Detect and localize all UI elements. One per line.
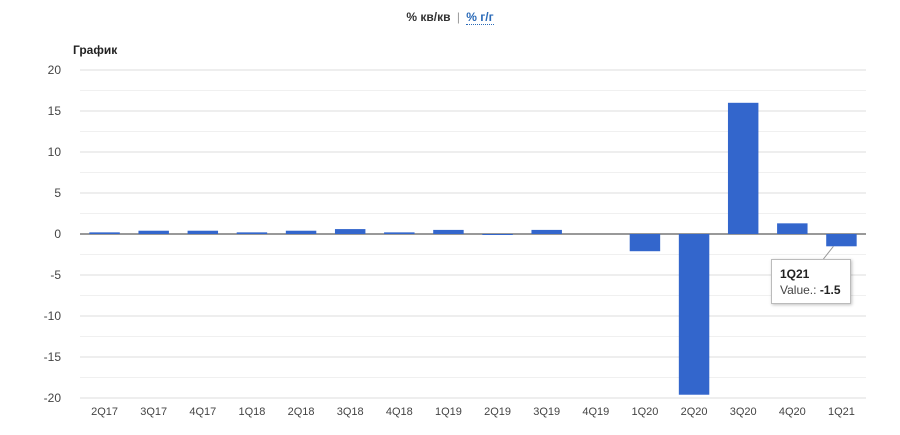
tooltip-pointer — [823, 245, 834, 260]
x-tick-label: 2Q20 — [681, 406, 708, 418]
y-tick-label: 0 — [54, 227, 61, 241]
bar-1Q19 — [433, 229, 464, 234]
bar-1Q18 — [236, 232, 268, 234]
y-tick-label: -20 — [44, 391, 62, 405]
tooltip-value: -1.5 — [819, 283, 841, 297]
x-tick-label: 4Q19 — [582, 406, 609, 418]
x-tick-label: 4Q20 — [779, 406, 806, 418]
x-tick-label: 1Q20 — [631, 406, 658, 418]
x-tick-label: 3Q20 — [730, 406, 757, 418]
bar-1Q21 — [826, 234, 857, 247]
x-tick-label: 3Q19 — [533, 406, 560, 418]
bar-1Q20 — [629, 234, 661, 252]
bar-2Q19 — [482, 234, 513, 235]
bar-3Q17 — [138, 230, 169, 234]
chart-title: График — [73, 43, 118, 57]
y-tick-label: -15 — [44, 350, 62, 364]
toggle-separator: | — [456, 10, 460, 24]
x-tick-label: 2Q18 — [288, 406, 315, 418]
y-tick-label: 10 — [48, 145, 62, 159]
toggle-quarter-over-quarter[interactable]: % кв/кв — [406, 10, 451, 24]
x-tick-label: 2Q19 — [484, 406, 511, 418]
y-tick-label: -5 — [50, 268, 61, 282]
bar-2Q18 — [285, 230, 317, 234]
chart-tooltip: 1Q21 Value.: -1.5 — [771, 259, 851, 304]
toggle-year-over-year-link[interactable]: % г/г — [466, 10, 494, 25]
bar-4Q20 — [777, 223, 808, 234]
bar-2Q20 — [678, 234, 710, 395]
tooltip-label: Value.: — [780, 283, 817, 297]
x-tick-label: 3Q17 — [140, 406, 167, 418]
tooltip-category: 1Q21 — [780, 267, 810, 281]
bar-3Q18 — [334, 229, 366, 234]
y-tick-label: 5 — [54, 186, 61, 200]
x-tick-label: 1Q18 — [238, 406, 265, 418]
x-tick-label: 2Q17 — [91, 406, 118, 418]
x-tick-label: 4Q17 — [189, 406, 216, 418]
bar-2Q17 — [89, 232, 120, 234]
x-tick-label: 1Q19 — [435, 406, 462, 418]
bar-4Q18 — [384, 232, 415, 234]
bar-3Q19 — [531, 229, 562, 234]
x-tick-label: 4Q18 — [386, 406, 413, 418]
y-tick-label: -10 — [44, 309, 62, 323]
y-tick-label: 15 — [48, 104, 62, 118]
y-tick-label: 20 — [48, 63, 62, 77]
x-tick-label: 1Q21 — [828, 406, 855, 418]
bar-3Q20 — [727, 102, 759, 234]
bar-4Q17 — [187, 230, 219, 234]
x-tick-label: 3Q18 — [337, 406, 364, 418]
view-toggle: % кв/кв | % г/г — [0, 10, 900, 25]
